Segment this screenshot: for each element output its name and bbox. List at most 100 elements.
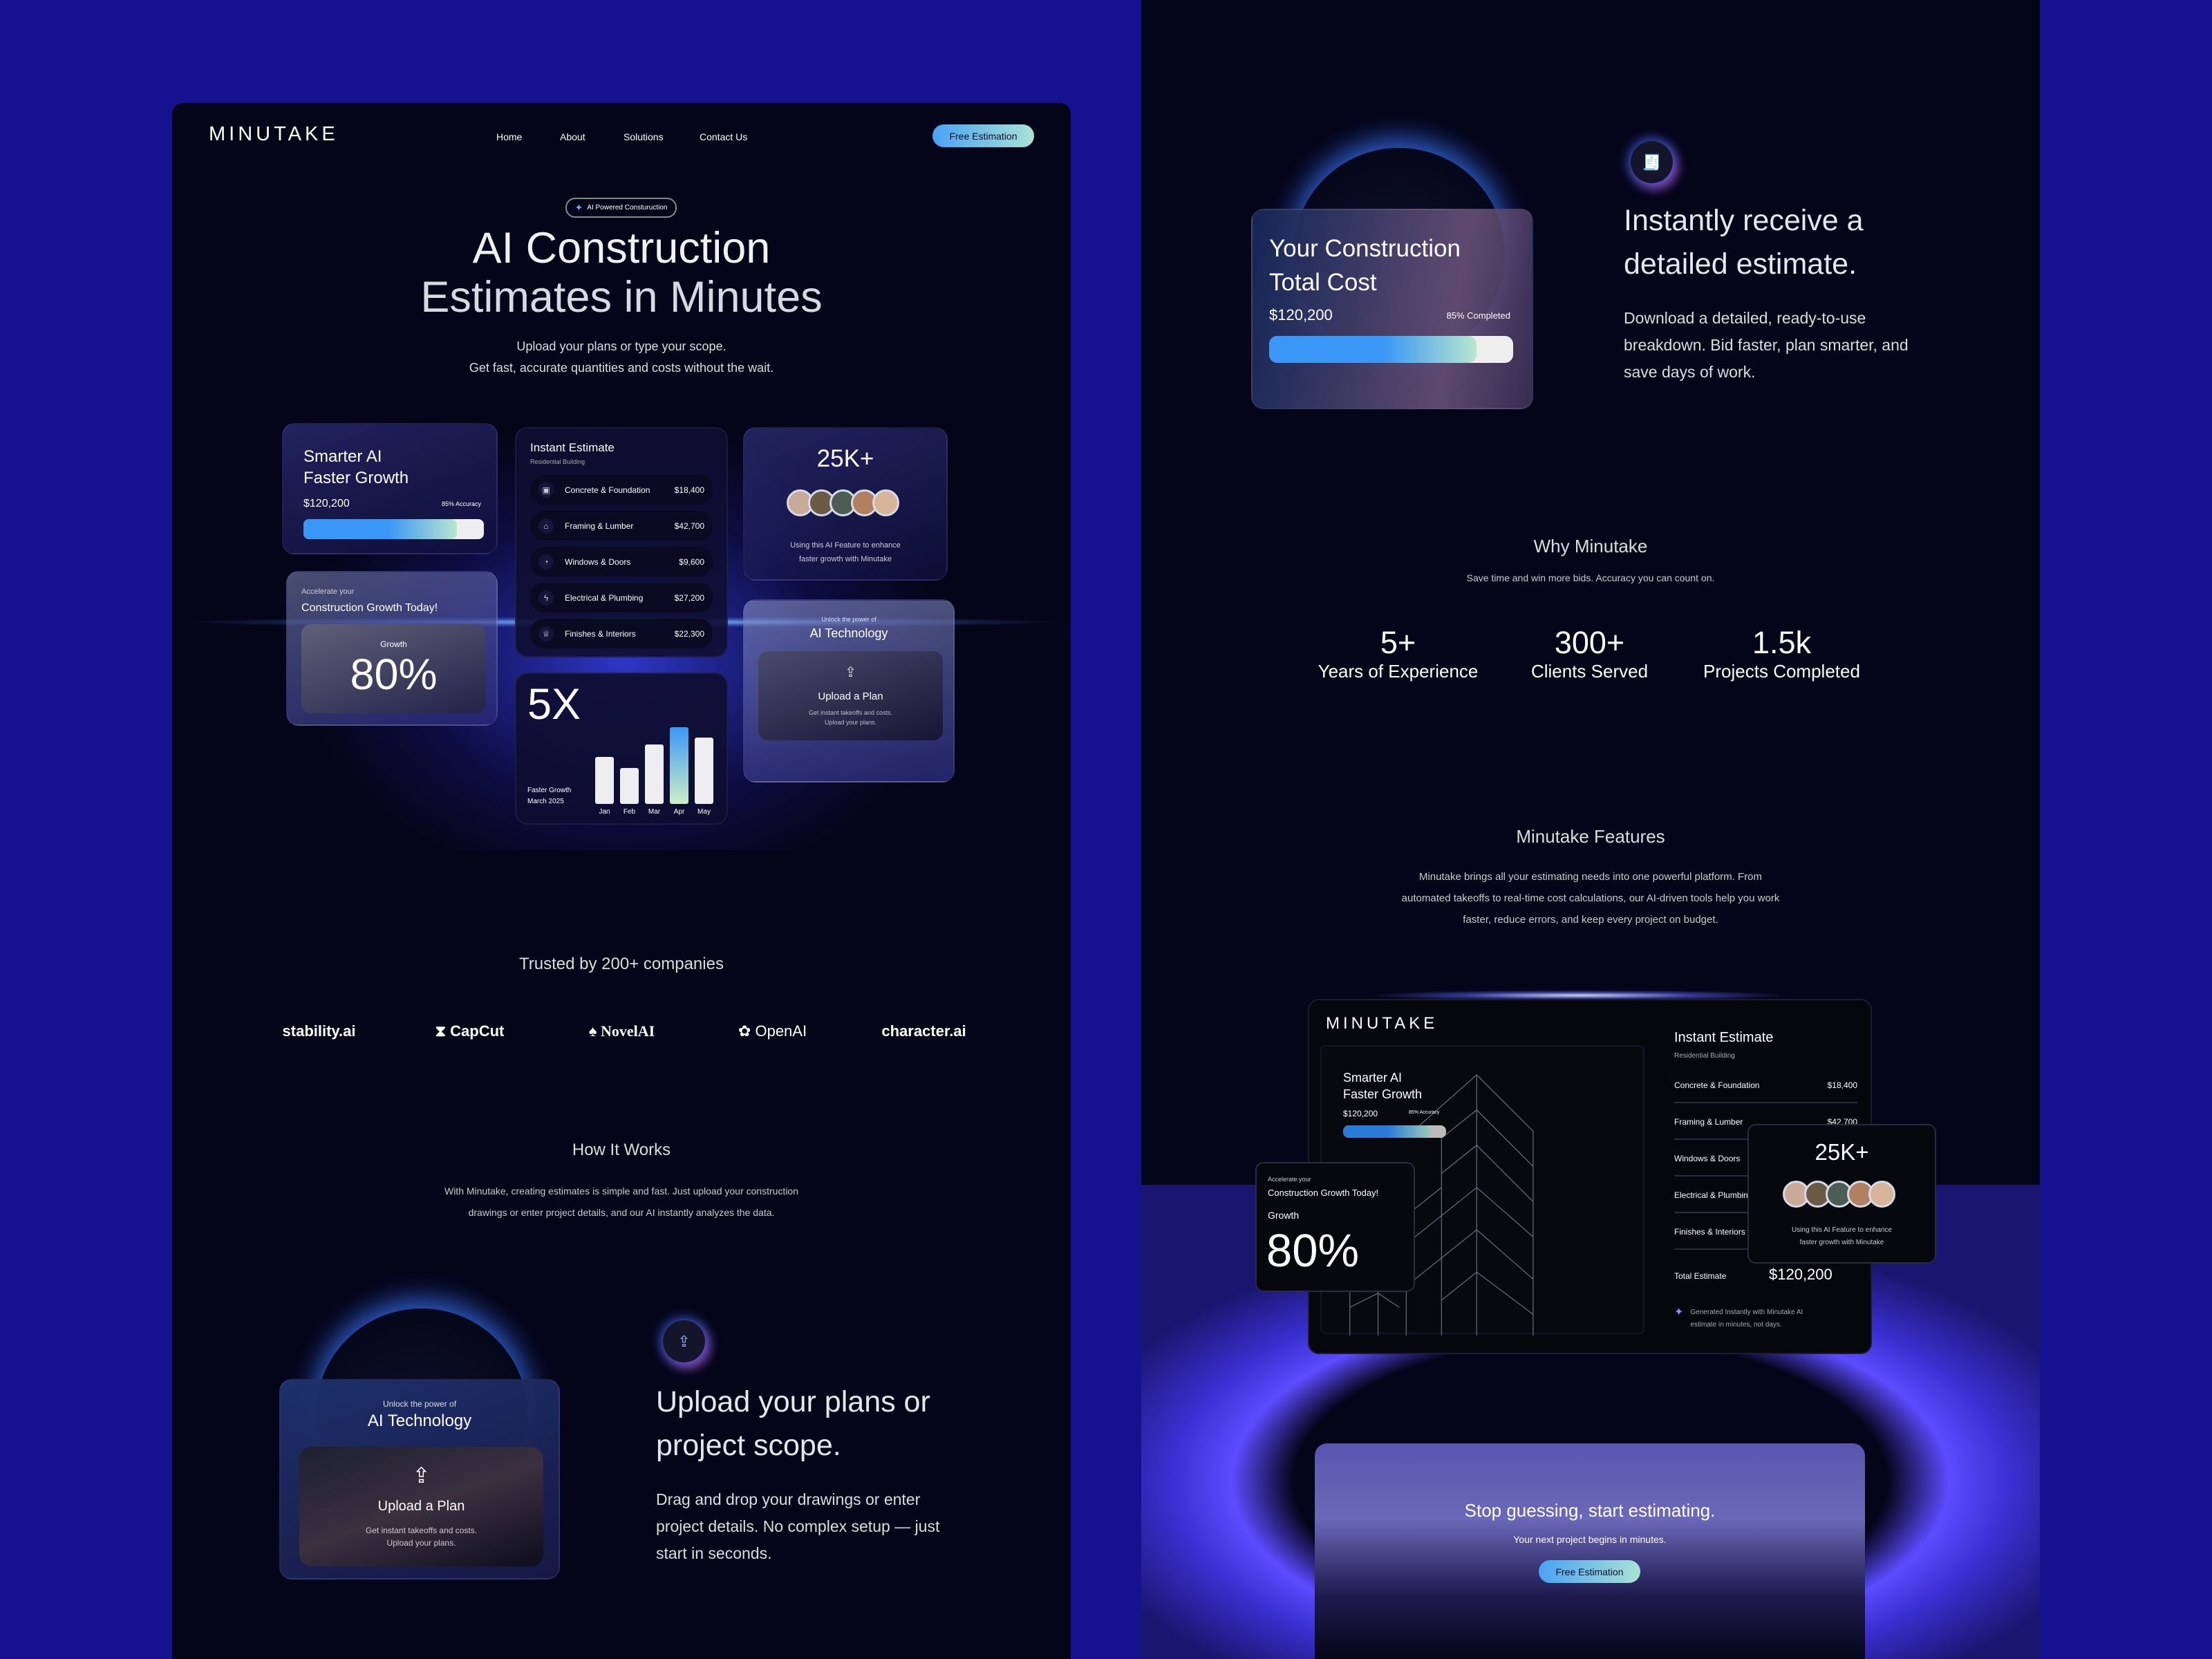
avatar-group	[744, 489, 946, 520]
chart-month-label: Apr	[673, 808, 685, 816]
logo-openai: ✿ OpenAI	[738, 1022, 807, 1040]
card-title: Construction Growth Today!	[1268, 1188, 1379, 1198]
row-label: Framing & Lumber	[1674, 1117, 1743, 1127]
divider	[1674, 1102, 1857, 1103]
estimate-row: ⌂ Framing & Lumber $42,700	[530, 511, 713, 541]
mock-title: Smarter AI Faster Growth	[1343, 1071, 1423, 1101]
upload-plan-box[interactable]: ⇪ Upload a Plan Get instant takeoffs and…	[758, 651, 943, 740]
row-label: Finishes & Interiors	[565, 628, 636, 639]
ai-technology-card: Unlock the power of AI Technology ⇪ Uplo…	[279, 1379, 560, 1580]
step1-heading: Upload your plans or project scope.	[656, 1385, 930, 1462]
completion-progress-bar	[1269, 336, 1513, 363]
chart-month-label: Mar	[648, 808, 661, 816]
growth-value: 80%	[350, 650, 438, 699]
stat-clients: 300+ Clients Served	[1530, 625, 1649, 682]
cta-card: Stop guessing, start estimating. Your ne…	[1315, 1443, 1865, 1659]
nav-about[interactable]: About	[560, 131, 585, 142]
row-label: Finishes & Interiors	[1674, 1227, 1745, 1237]
total-amount: $120,200	[1269, 306, 1333, 324]
ai-badge: ✦ AI Powered Consturuction	[565, 198, 677, 218]
capcut-icon: ⧗	[435, 1022, 447, 1040]
users-count: 25K+	[816, 445, 874, 472]
features-heading: Minutake Features	[1516, 826, 1665, 847]
row-label: Electrical & Plumbing	[1674, 1190, 1753, 1200]
estimate-row: ♕ Finishes & Interiors $22,300	[530, 619, 713, 648]
mock-users-card: 25K+ Using this AI Feature to enhance fas…	[1747, 1124, 1936, 1264]
chart-caption: Faster Growth March 2025	[527, 787, 572, 805]
hero-title-line: Estimates in Minutes	[420, 273, 823, 321]
mock-estimate-row: Electrical & Plumbing	[1674, 1190, 1857, 1200]
row-label: Concrete & Foundation	[1674, 1080, 1760, 1090]
amount: $120,200	[303, 498, 350, 509]
row-value: $18,400	[674, 485, 704, 495]
hero-title-line: AI Construction	[472, 224, 771, 272]
kicker: Accelerate your	[301, 588, 355, 596]
chart-month-label: Feb	[623, 808, 636, 816]
completion-status: 85% Completed	[1446, 310, 1511, 321]
smarter-ai-card: Smarter AI Faster Growth $120,200 85% Acc…	[282, 423, 498, 554]
how-it-works-heading: How It Works	[572, 1141, 671, 1159]
stat-projects: 1.5k Projects Completed	[1703, 625, 1860, 682]
receipt-step-icon: 🧾	[1631, 141, 1673, 183]
mock-amount: $120,200	[1343, 1109, 1378, 1118]
mock-estimate-subtitle: Residential Building	[1674, 1052, 1735, 1060]
growth-label: Growth	[1268, 1210, 1300, 1221]
trusted-heading: Trusted by 200+ companies	[519, 955, 724, 973]
why-heading: Why Minutake	[1533, 536, 1648, 556]
avatar-group	[1749, 1181, 1935, 1211]
nav-home[interactable]: Home	[496, 131, 523, 142]
bolt-icon: ϟ	[538, 590, 554, 606]
total-value: $120,200	[1769, 1266, 1833, 1283]
subtitle-line: Upload your plans or type your scope.	[516, 339, 727, 353]
accuracy: 85% Accuracy	[441, 500, 481, 507]
chart-bar-apr	[670, 727, 688, 804]
why-subtitle: Save time and win more bids. Accuracy yo…	[1466, 572, 1715, 583]
growth-value: 80%	[1266, 1225, 1360, 1277]
card-title: Instant Estimate	[530, 441, 615, 454]
mock-top-flare	[1367, 990, 1790, 1001]
chart-month-label: Jan	[599, 808, 610, 816]
card-title: AI Technology	[367, 1412, 472, 1430]
card-subtitle: Residential Building	[530, 458, 585, 465]
logo-capcut: ⧗ CapCut	[435, 1022, 505, 1040]
upload-text: Get instant takeoffs and costs. Upload yo…	[365, 1526, 478, 1548]
growth-label: Growth	[380, 639, 407, 649]
cta-free-estimation-button[interactable]: Free Estimation	[1539, 1560, 1640, 1583]
growth-box: Growth 80%	[301, 624, 486, 713]
upload-title: Upload a Plan	[377, 1499, 465, 1514]
nav-solutions[interactable]: Solutions	[624, 131, 664, 142]
detail-page-panel: Your Construction Total Cost $120,200 85%…	[1141, 0, 2040, 1659]
step2-text: Download a detailed, ready-to-use breakdo…	[1624, 309, 1909, 381]
row-value: $27,200	[674, 592, 704, 603]
nav-contact[interactable]: Contact Us	[700, 131, 748, 142]
chart-bar-jan	[595, 756, 614, 804]
logo-novelai: ♠ NovelAI	[588, 1022, 655, 1040]
upload-plan-box[interactable]: ⇪ Upload a Plan Get instant takeoffs and…	[299, 1447, 543, 1566]
avatar	[1847, 1181, 1874, 1208]
row-label: Concrete & Foundation	[565, 485, 650, 495]
how-it-works-text: With Minutake, creating estimates is sim…	[444, 1185, 798, 1218]
users-count: 25K+	[1815, 1139, 1869, 1165]
card-title: Your Construction Total Cost	[1269, 235, 1461, 296]
growth-chart-card: 5X Faster Growth March 2025 Jan Feb Mar Apr M…	[515, 673, 728, 825]
kicker: Accelerate your	[1268, 1176, 1311, 1183]
total-label: Total Estimate	[1674, 1271, 1727, 1281]
logo-stability: stability.ai	[282, 1022, 356, 1040]
instant-estimate-card: Instant Estimate Residential Building ▣ C…	[515, 427, 728, 657]
logo-strip: stability.ai ⧗ CapCut ♠ NovelAI ✿ OpenAI…	[172, 1022, 1071, 1045]
mock-logo: MINUTAKE	[1326, 1014, 1438, 1033]
mock-estimate-title: Instant Estimate	[1674, 1030, 1774, 1045]
chart-month-label: May	[697, 808, 711, 816]
logo[interactable]: MINUTAKE	[209, 123, 339, 145]
row-value: $42,700	[674, 521, 704, 531]
hero-title: AI Construction Estimates in Minutes	[172, 224, 1071, 322]
users-text: Using this AI Feature to enhance faster g…	[790, 541, 901, 563]
free-estimation-button[interactable]: Free Estimation	[932, 124, 1034, 147]
subtitle-line: Get fast, accurate quantities and costs …	[469, 361, 774, 375]
hero-subtitle: Upload your plans or type your scope. Ge…	[172, 336, 1071, 379]
kicker: Unlock the power of	[821, 616, 877, 623]
accuracy-progress-bar	[303, 519, 484, 539]
card-title: Smarter AI Faster Growth	[303, 447, 409, 487]
kicker: Unlock the power of	[382, 1399, 457, 1409]
foundation-icon: ▣	[538, 482, 554, 498]
